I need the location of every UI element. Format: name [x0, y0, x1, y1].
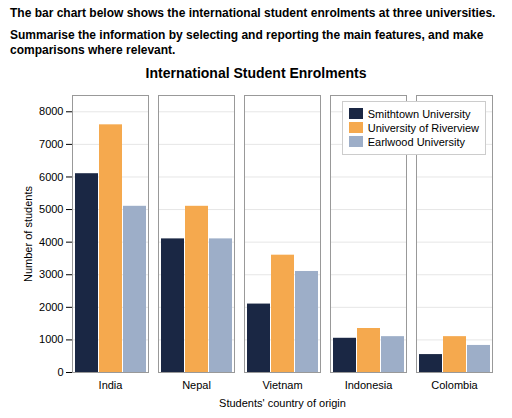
- svg-text:Number of students: Number of students: [22, 185, 34, 281]
- html-text:Earlwood University: Earlwood University: [367, 135, 465, 148]
- svg-text:6000: 6000: [39, 170, 63, 182]
- html-text:The bar chart below shows the: The bar chart below shows the internatio…: [10, 6, 496, 20]
- svg-text:8000: 8000: [39, 105, 63, 117]
- svg-text:4000: 4000: [39, 235, 63, 247]
- svg-text:7000: 7000: [39, 138, 63, 150]
- html-text:University of Riverview: University of Riverview: [367, 121, 479, 134]
- svg-text:1000: 1000: [39, 333, 63, 345]
- svg-text:Indonesia: Indonesia: [345, 379, 394, 391]
- svg-text:2000: 2000: [39, 301, 63, 313]
- svg-text:3000: 3000: [39, 268, 63, 280]
- html-text:Summarise the information by s: Summarise the information by selecting a…: [10, 27, 484, 58]
- html-text:Smithtown University: Smithtown University: [367, 107, 471, 120]
- svg-text:Nepal: Nepal: [182, 379, 211, 391]
- svg-text:Colombia: Colombia: [431, 379, 478, 391]
- svg-text:0: 0: [57, 366, 63, 378]
- svg-text:Students' country of origin: Students' country of origin: [219, 396, 346, 408]
- svg-text:India: India: [99, 379, 124, 391]
- svg-text:Vietnam: Vietnam: [262, 379, 302, 391]
- svg-text:5000: 5000: [39, 203, 63, 215]
- html-text:International Student Enrolmen: International Student Enrolments: [145, 64, 367, 81]
